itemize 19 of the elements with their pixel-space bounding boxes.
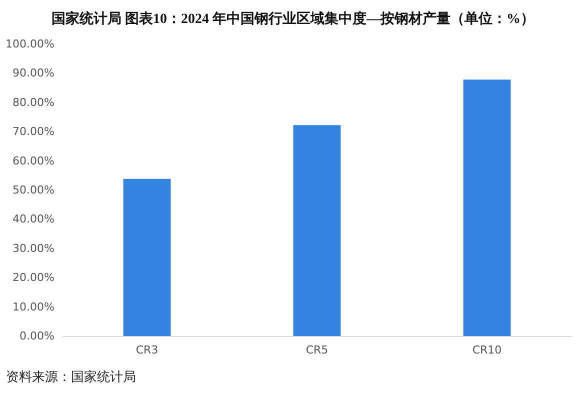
y-tick-label: 10.00% xyxy=(12,300,54,314)
bar xyxy=(463,80,511,336)
x-tick-label: CR3 xyxy=(136,344,158,356)
x-tick-label: CR5 xyxy=(306,344,328,356)
y-tick-label: 30.00% xyxy=(12,242,54,255)
y-tick-label: 20.00% xyxy=(12,271,54,284)
bar xyxy=(293,125,341,336)
bar xyxy=(123,178,171,336)
chart-title: 国家统计局 图表10：2024 年中国钢行业区域集中度—按钢材产量（单位：%） xyxy=(50,10,536,29)
y-tick-label: 100.00% xyxy=(6,38,54,50)
y-tick-label: 60.00% xyxy=(12,154,54,168)
y-tick-label: 0.00% xyxy=(20,330,54,342)
y-tick-label: 90.00% xyxy=(12,66,54,80)
y-tick-label: 40.00% xyxy=(12,212,54,226)
text: 资料来源：国家统计局 xyxy=(6,369,136,386)
y-tick-label: 70.00% xyxy=(12,125,54,138)
x-tick-label: CR10 xyxy=(472,344,502,356)
y-tick-label: 50.00% xyxy=(12,184,54,196)
y-tick-label: 80.00% xyxy=(12,96,54,109)
